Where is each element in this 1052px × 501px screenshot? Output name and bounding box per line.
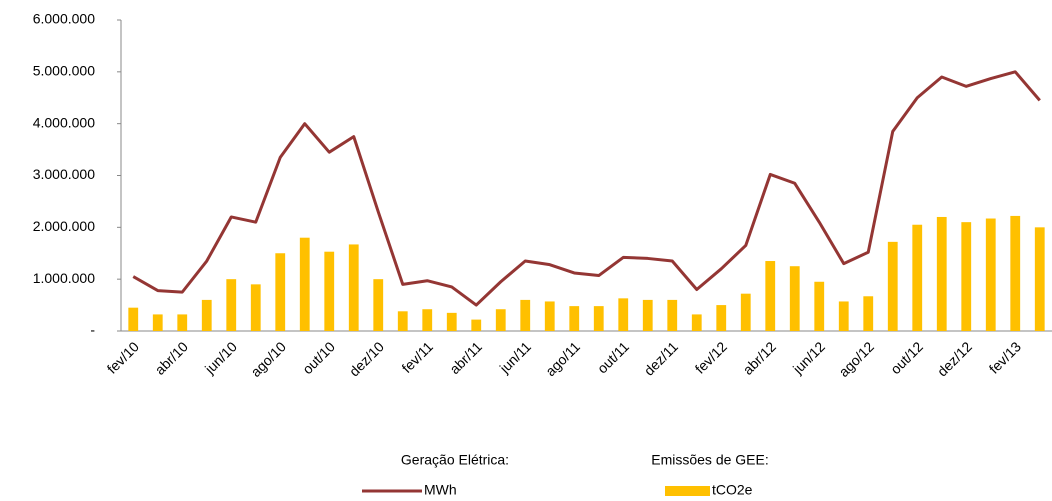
bar xyxy=(716,305,727,331)
bar xyxy=(397,311,408,331)
bar xyxy=(201,299,212,331)
bar xyxy=(691,314,702,331)
x-tick-label: out/11 xyxy=(594,338,632,376)
legend-label: MWh xyxy=(424,482,457,498)
y-tick-label: 5.000.000 xyxy=(33,63,95,79)
bar xyxy=(789,266,800,331)
y-tick-label: - xyxy=(90,322,95,338)
bar xyxy=(471,319,482,331)
x-tick-label: jun/10 xyxy=(201,338,240,377)
bar xyxy=(618,298,629,331)
bar xyxy=(1010,215,1021,331)
bar xyxy=(740,293,751,331)
bar xyxy=(863,296,874,331)
bar xyxy=(495,309,506,331)
bar xyxy=(275,253,286,331)
x-tick-label: ago/12 xyxy=(835,338,877,380)
bar xyxy=(348,244,359,331)
bar xyxy=(887,241,898,331)
x-tick-label: dez/11 xyxy=(641,338,681,378)
bar xyxy=(569,306,580,331)
x-tick-label: fev/10 xyxy=(104,338,142,376)
bar xyxy=(299,237,310,331)
bar xyxy=(373,279,384,331)
y-tick-label: 3.000.000 xyxy=(33,166,95,182)
x-tick-label: ago/10 xyxy=(247,338,289,380)
bar xyxy=(912,224,923,331)
y-tick-label: 2.000.000 xyxy=(33,218,95,234)
bar xyxy=(667,299,678,331)
bar xyxy=(422,309,433,331)
x-tick-label: abr/10 xyxy=(152,338,192,378)
bar xyxy=(544,301,555,331)
bar xyxy=(177,314,188,331)
x-tick-label: jun/12 xyxy=(789,338,828,377)
legend-label: tCO2e xyxy=(712,482,753,498)
y-tick-label: 6.000.000 xyxy=(33,11,95,27)
bar xyxy=(936,216,947,331)
bar xyxy=(250,284,261,331)
x-tick-label: abr/12 xyxy=(740,338,780,378)
x-tick-label: dez/10 xyxy=(346,338,387,379)
bar xyxy=(520,299,531,331)
x-tick-label: ago/11 xyxy=(542,338,583,379)
x-tick-label: out/10 xyxy=(299,338,338,377)
bar xyxy=(814,281,825,331)
x-tick-label: abr/11 xyxy=(446,338,485,377)
x-tick-label: out/12 xyxy=(887,338,926,377)
legend-title: Geração Elétrica: xyxy=(401,452,509,468)
legend-swatch xyxy=(665,486,710,496)
x-tick-label: jun/11 xyxy=(496,338,534,376)
x-tick-label: dez/12 xyxy=(934,338,975,379)
bar xyxy=(1034,227,1045,331)
y-tick-label: 1.000.000 xyxy=(33,270,95,286)
bar xyxy=(985,218,996,331)
bar xyxy=(838,301,849,331)
x-tick-label: fev/12 xyxy=(692,338,730,376)
bar xyxy=(226,279,237,331)
bar xyxy=(642,299,653,331)
x-tick-label: fev/11 xyxy=(398,338,436,376)
bar xyxy=(961,222,972,331)
bar xyxy=(765,261,776,331)
bar xyxy=(324,251,335,331)
line xyxy=(132,70,1041,307)
bar xyxy=(446,312,457,331)
bar xyxy=(593,306,604,331)
bar xyxy=(128,307,139,331)
x-tick-label: fev/13 xyxy=(986,338,1024,376)
y-tick-label: 4.000.000 xyxy=(33,114,95,130)
bar xyxy=(152,314,163,331)
legend-title: Emissões de GEE: xyxy=(651,452,769,468)
